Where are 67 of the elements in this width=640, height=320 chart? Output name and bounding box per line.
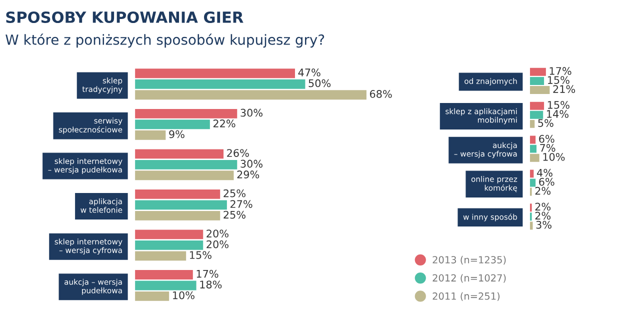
data-label: 17% [550,67,572,75]
data-label: 20% [206,230,228,238]
bar [530,68,546,76]
data-label: 30% [240,108,262,117]
bar [135,149,224,159]
bar [135,90,366,100]
data-label: 7% [540,144,556,152]
bar [135,210,220,220]
data-label: 5% [538,119,554,127]
bar [530,86,550,94]
data-label: 68% [370,90,392,98]
data-label: 2% [535,202,551,211]
data-label: 26% [227,149,249,157]
bar [135,251,186,261]
data-label: 14% [547,110,568,118]
bar [135,270,193,280]
data-label: 15% [548,100,570,109]
data-label: 22% [213,120,236,128]
data-label: 25% [224,189,246,198]
legend-label: 2011 (n=251) [432,292,500,301]
data-label: 10% [172,291,194,300]
chart-subtitle: W które z poniższych sposobów kupujesz gry? [6,34,324,48]
data-label: 4% [536,168,552,177]
bar [135,291,170,301]
bar [530,144,537,153]
data-label: 29% [237,170,260,178]
legend-label: 2012 (n=1027) [432,274,506,283]
data-label: 9% [169,130,184,138]
data-label: 50% [308,79,331,88]
data-label: 17% [196,270,218,278]
bar [135,200,227,210]
bar [530,76,544,85]
data-label: 3% [536,220,552,229]
bar [135,160,238,170]
data-label: 6% [539,134,554,143]
bar [530,110,544,119]
data-label: 18% [200,280,222,288]
legend-label: 2013 (n=1235) [432,256,506,265]
data-label: 30% [240,160,262,168]
chart-title: SPOSOBY KUPOWANIA GIER [6,11,244,24]
bar [530,154,540,162]
bar [135,68,295,78]
data-label: 47% [298,68,320,76]
bar [530,136,536,144]
data-label: 10% [543,152,565,161]
bar [135,240,204,250]
bar [135,79,306,89]
bar [530,170,534,178]
bar [135,170,234,180]
data-label: 27% [230,200,252,208]
bar [530,120,535,128]
bar [135,130,166,140]
data-label: 25% [224,210,246,219]
bar [135,120,210,130]
bar [135,230,204,240]
data-label: 6% [539,178,554,186]
bar [135,280,196,290]
bar [135,189,220,199]
data-label: 15% [190,251,212,259]
data-label: 15% [548,76,570,84]
data-label: 21% [553,85,576,94]
data-label: 2% [535,186,551,195]
data-label: 20% [206,240,228,248]
bar [530,102,544,110]
bar [135,108,238,118]
bar [530,178,536,187]
data-label: 2% [535,212,551,220]
